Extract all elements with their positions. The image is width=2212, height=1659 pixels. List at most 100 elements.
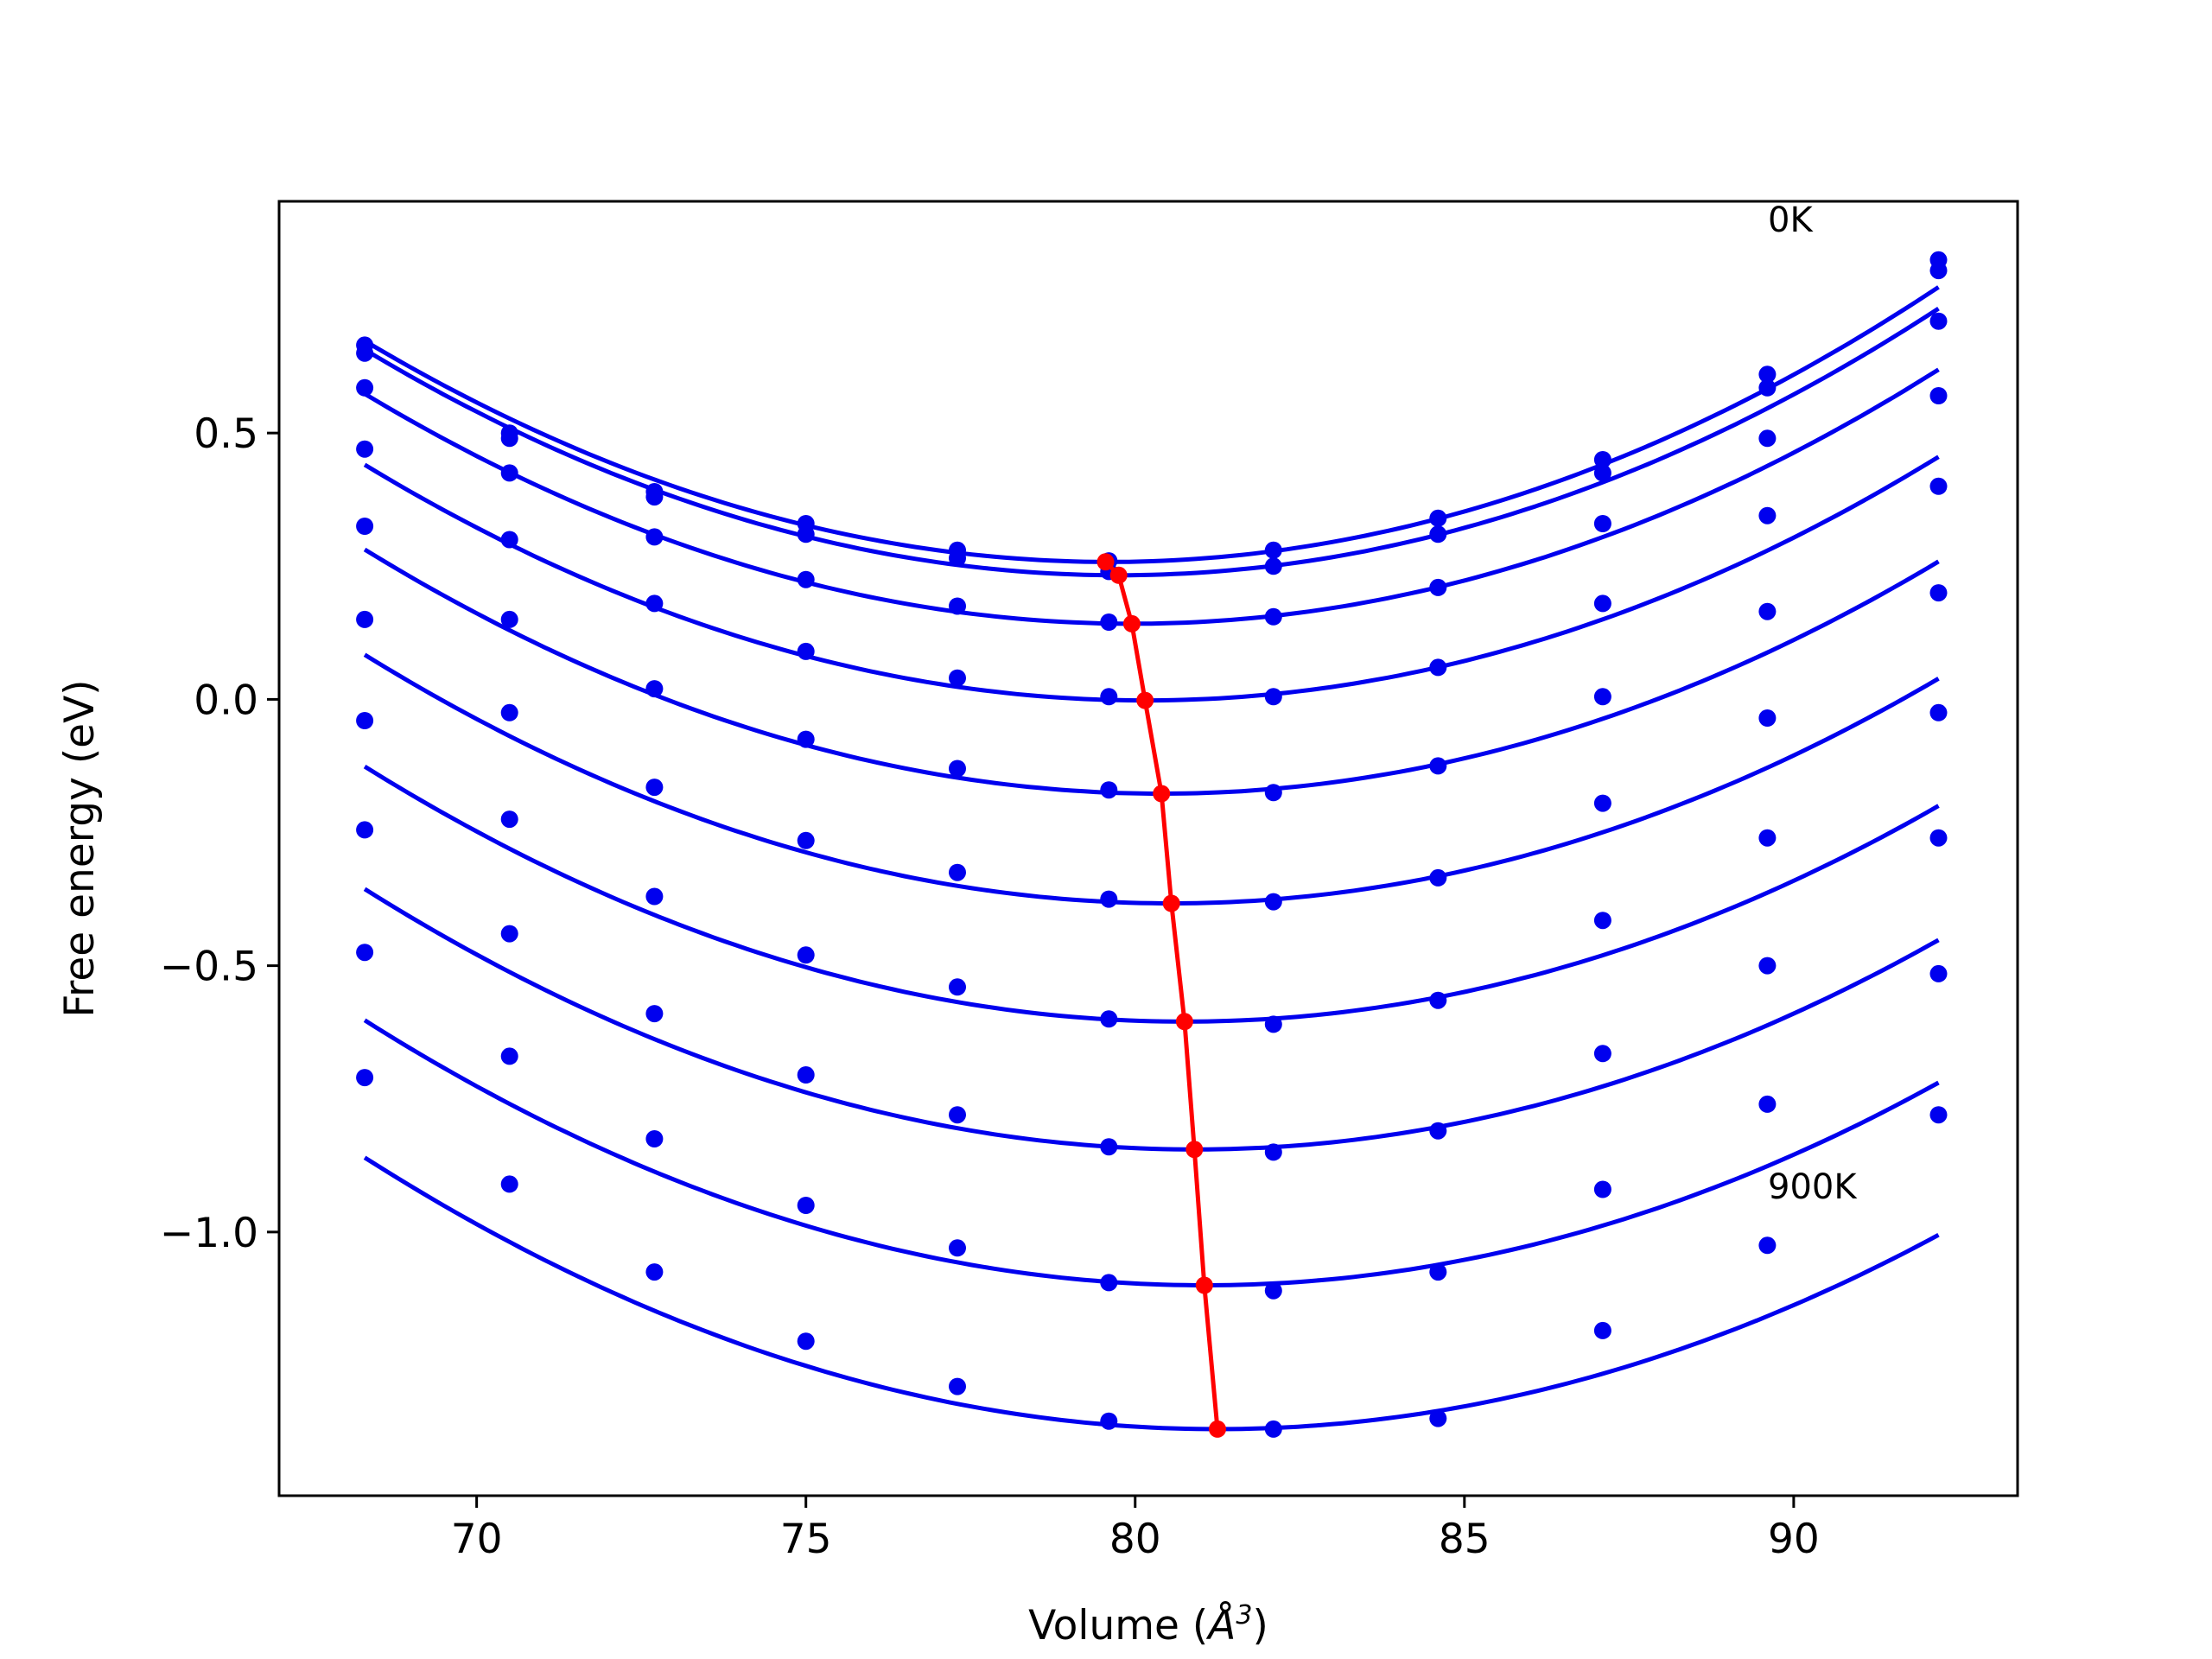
data-point-5-5 bbox=[1100, 890, 1118, 908]
data-point-7-9 bbox=[1758, 957, 1777, 975]
x-tick-label-0: 70 bbox=[451, 1516, 503, 1563]
fit-curve-1 bbox=[363, 307, 1940, 578]
data-point-8-1 bbox=[500, 1047, 518, 1065]
data-point-2-3 bbox=[797, 570, 815, 588]
data-point-2-7 bbox=[1429, 578, 1447, 596]
fit-curve-0 bbox=[363, 285, 1940, 564]
data-point-3-10 bbox=[1929, 387, 1948, 404]
data-point-6-9 bbox=[1758, 829, 1777, 847]
data-point-3-7 bbox=[1429, 658, 1447, 677]
data-point-8-2 bbox=[645, 1130, 664, 1147]
data-point-8-4 bbox=[949, 1239, 966, 1257]
data-point-8-5 bbox=[1100, 1274, 1118, 1292]
data-point-0-9 bbox=[1758, 365, 1777, 384]
data-point-6-4 bbox=[949, 978, 966, 996]
data-point-7-4 bbox=[949, 1106, 966, 1124]
x-tick-label-3: 85 bbox=[1439, 1516, 1491, 1563]
minimum-point-0 bbox=[1096, 553, 1115, 571]
data-point-6-10 bbox=[1929, 703, 1948, 721]
data-point-3-4 bbox=[949, 669, 966, 687]
data-point-3-9 bbox=[1758, 506, 1777, 524]
data-point-6-2 bbox=[645, 887, 664, 906]
data-point-5-8 bbox=[1593, 794, 1611, 812]
data-point-4-9 bbox=[1758, 602, 1777, 620]
data-point-5-2 bbox=[645, 779, 664, 797]
x-tick-label-2: 80 bbox=[1109, 1516, 1161, 1563]
data-point-4-10 bbox=[1929, 477, 1948, 495]
data-point-7-0 bbox=[356, 821, 374, 839]
data-point-3-0 bbox=[356, 440, 374, 458]
data-point-2-10 bbox=[1929, 312, 1948, 330]
data-point-4-7 bbox=[1429, 757, 1447, 775]
data-point-7-2 bbox=[645, 1005, 664, 1023]
data-point-9-1 bbox=[500, 1175, 518, 1193]
data-point-7-7 bbox=[1429, 1122, 1447, 1140]
minimum-point-8 bbox=[1195, 1276, 1213, 1294]
data-point-2-5 bbox=[1100, 613, 1118, 631]
plot-frame bbox=[277, 200, 2019, 1497]
data-point-3-6 bbox=[1264, 688, 1282, 706]
data-point-6-6 bbox=[1264, 1015, 1282, 1033]
data-point-9-3 bbox=[797, 1332, 815, 1351]
fit-curve-7 bbox=[363, 887, 1940, 1152]
data-point-9-9 bbox=[1758, 1236, 1777, 1255]
x-tick-label-1: 75 bbox=[780, 1516, 832, 1563]
minimum-point-5 bbox=[1162, 894, 1180, 912]
data-point-2-4 bbox=[949, 597, 966, 615]
data-point-9-5 bbox=[1100, 1412, 1118, 1430]
minimum-point-2 bbox=[1122, 614, 1141, 632]
data-point-7-10 bbox=[1929, 829, 1948, 847]
data-point-7-6 bbox=[1264, 1143, 1282, 1161]
annotation-900k: 900K bbox=[1768, 1167, 1858, 1207]
data-point-9-4 bbox=[949, 1377, 966, 1395]
data-point-2-8 bbox=[1593, 515, 1611, 532]
data-point-9-0 bbox=[356, 1069, 374, 1087]
data-point-1-2 bbox=[645, 488, 664, 506]
data-point-0-8 bbox=[1593, 451, 1611, 468]
y-tick-label-0: −1.0 bbox=[160, 1210, 258, 1257]
data-point-9-6 bbox=[1264, 1420, 1282, 1438]
data-point-0-7 bbox=[1429, 509, 1447, 527]
minimum-point-6 bbox=[1175, 1013, 1193, 1031]
fit-curve-4 bbox=[363, 547, 1940, 796]
data-point-2-6 bbox=[1264, 607, 1282, 626]
data-point-5-0 bbox=[356, 610, 374, 628]
fit-curve-8 bbox=[363, 1018, 1940, 1287]
data-point-5-1 bbox=[500, 703, 518, 721]
data-point-1-10 bbox=[1929, 262, 1948, 280]
data-point-6-5 bbox=[1100, 1010, 1118, 1028]
data-point-4-0 bbox=[356, 518, 374, 535]
data-point-1-4 bbox=[949, 550, 966, 567]
x-axis-label: Volume (Å3) bbox=[1028, 1600, 1268, 1649]
data-point-1-0 bbox=[356, 344, 374, 362]
axis-ticks: 70 75 80 85 90 −1.0 −0.5 0.0 0.5 bbox=[160, 410, 1820, 1563]
data-point-8-3 bbox=[797, 1197, 815, 1214]
data-point-3-3 bbox=[797, 642, 815, 660]
y-axis-label: Free energy (eV) bbox=[56, 679, 104, 1017]
fit-curve-9 bbox=[363, 1155, 1940, 1432]
data-point-1-7 bbox=[1429, 525, 1447, 543]
data-point-1-6 bbox=[1264, 557, 1282, 575]
minimum-point-7 bbox=[1185, 1141, 1204, 1159]
data-point-6-3 bbox=[797, 946, 815, 964]
data-point-7-8 bbox=[1593, 1045, 1611, 1063]
data-point-6-0 bbox=[356, 712, 374, 729]
x-tick-label-4: 90 bbox=[1768, 1516, 1820, 1563]
y-tick-label-1: −0.5 bbox=[160, 944, 258, 991]
minimum-path-line bbox=[1103, 560, 1220, 1430]
fit-curve-6 bbox=[363, 764, 1940, 1024]
data-point-4-1 bbox=[500, 610, 518, 628]
y-tick-label-3: 0.5 bbox=[194, 410, 258, 458]
data-point-8-0 bbox=[356, 944, 374, 962]
data-point-9-2 bbox=[645, 1263, 664, 1281]
data-point-4-2 bbox=[645, 680, 664, 698]
minimum-path bbox=[1096, 553, 1226, 1438]
data-point-3-1 bbox=[500, 531, 518, 549]
data-point-4-6 bbox=[1264, 784, 1282, 802]
data-point-4-3 bbox=[797, 730, 815, 748]
data-point-9-7 bbox=[1429, 1409, 1447, 1427]
data-point-1-1 bbox=[500, 429, 518, 448]
fit-curve-5 bbox=[363, 652, 1940, 906]
data-point-2-0 bbox=[356, 378, 374, 397]
